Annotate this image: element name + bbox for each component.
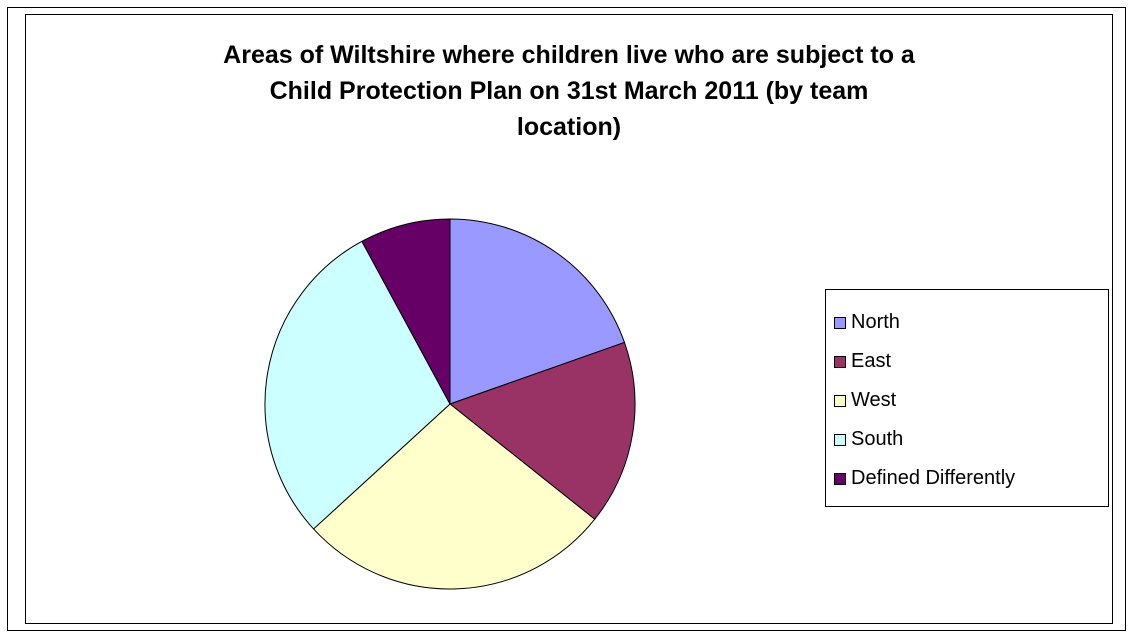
legend-item-defined-differently: Defined Differently [826, 459, 1108, 498]
legend-item-east: East [826, 342, 1108, 381]
chart-title-line-3: location) [516, 113, 622, 141]
legend-label-west: West [851, 389, 897, 411]
pie-slice-south [264, 240, 451, 530]
pie-slice-defined-differently [361, 218, 451, 405]
legend-label-east: East [851, 350, 892, 372]
chart-title: Areas of Wiltshire where children live w… [26, 37, 1112, 145]
legend-item-north: North [826, 303, 1108, 342]
chart-title-line-2: Child Protection Plan on 31st March 2011… [269, 77, 869, 105]
chart-legend: North East West South Defined Differentl… [825, 289, 1109, 507]
legend-swatch-east [834, 355, 846, 368]
legend-label-defined-differently: Defined Differently [851, 467, 1016, 489]
legend-label-south: South [851, 428, 904, 450]
legend-swatch-north [834, 316, 846, 329]
legend-item-west: West [826, 381, 1108, 420]
legend-label-north: North [851, 311, 900, 333]
legend-item-south: South [826, 420, 1108, 459]
legend-swatch-west [834, 394, 846, 407]
legend-swatch-defined-differently [834, 472, 846, 485]
pie-slice-west [313, 403, 596, 590]
pie-slice-east [449, 341, 636, 520]
chart-title-line-1: Areas of Wiltshire where children live w… [223, 41, 915, 69]
legend-swatch-south [834, 433, 846, 446]
